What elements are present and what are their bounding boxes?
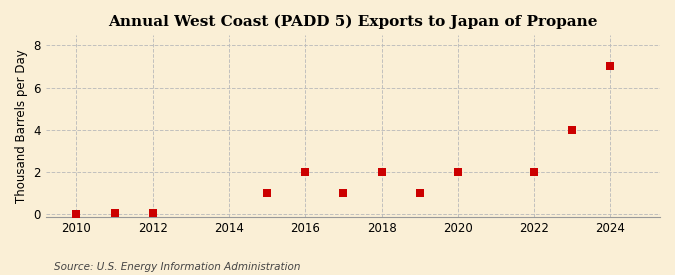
Point [147,211,158,215]
Y-axis label: Thousand Barrels per Day: Thousand Barrels per Day [15,49,28,203]
Point [567,128,578,132]
Point [71,212,82,216]
Point [529,170,539,174]
Title: Annual West Coast (PADD 5) Exports to Japan of Propane: Annual West Coast (PADD 5) Exports to Ja… [108,15,597,29]
Point [376,170,387,174]
Point [338,191,349,195]
Point [262,191,273,195]
Point [414,191,425,195]
Point [300,170,310,174]
Point [452,170,463,174]
Point [109,211,120,215]
Point [605,64,616,68]
Text: Source: U.S. Energy Information Administration: Source: U.S. Energy Information Administ… [54,262,300,272]
